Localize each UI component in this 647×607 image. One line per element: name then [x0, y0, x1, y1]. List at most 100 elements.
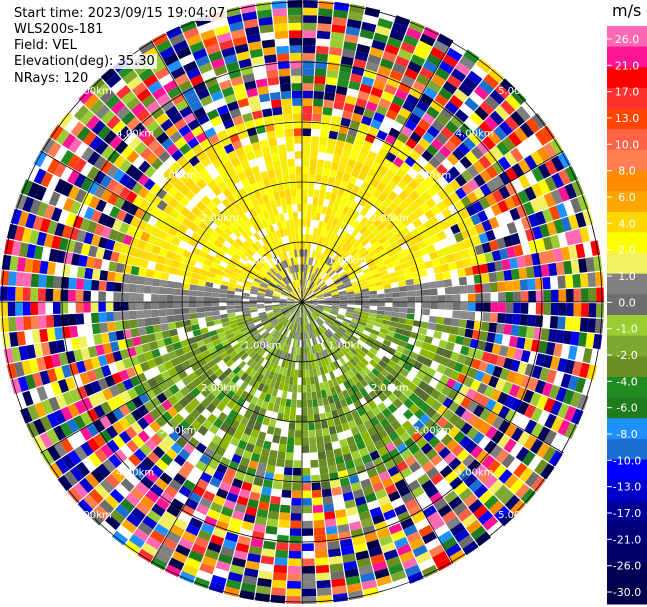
velocity-cell [362, 298, 370, 302]
velocity-cell [384, 43, 400, 56]
colorbar-tick-label: 17.0 [615, 86, 640, 99]
velocity-cell [347, 246, 356, 254]
velocity-cell [402, 267, 412, 275]
colorbar-tick-label: 4.0 [618, 217, 636, 230]
velocity-cell [336, 228, 344, 237]
velocity-cell [341, 261, 349, 269]
velocity-cell [382, 278, 391, 285]
velocity-cell [438, 87, 453, 101]
velocity-cell [353, 58, 367, 69]
velocity-cell [446, 215, 457, 227]
velocity-cell [398, 201, 409, 212]
velocity-cell [387, 249, 397, 258]
velocity-cell [527, 278, 536, 291]
velocity-cell [542, 276, 551, 290]
velocity-cell [448, 166, 461, 179]
velocity-cell [329, 286, 338, 292]
velocity-cell [331, 294, 340, 298]
velocity-cell [560, 246, 571, 261]
velocity-cell [339, 295, 348, 299]
velocity-cell [358, 122, 370, 133]
velocity-cell [491, 160, 505, 175]
velocity-cell [315, 259, 321, 268]
velocity-cell [347, 299, 355, 302]
velocity-cell [329, 192, 337, 202]
velocity-cell [333, 226, 340, 235]
velocity-cell [496, 270, 505, 282]
velocity-cell [358, 36, 373, 47]
velocity-cell [546, 221, 558, 236]
velocity-cell [375, 280, 384, 287]
velocity-cell [579, 226, 590, 243]
velocity-cell [346, 18, 362, 29]
velocity-cell [312, 227, 318, 236]
velocity-cell [458, 276, 468, 286]
velocity-cell [343, 214, 352, 224]
velocity-cell [426, 106, 440, 119]
colorbar-tick-label: -6.0 [616, 402, 637, 415]
velocity-cell [403, 184, 415, 196]
velocity-cell [367, 260, 376, 268]
velocity-cell [426, 227, 437, 237]
velocity-cell [479, 100, 495, 116]
velocity-cell [484, 95, 500, 110]
velocity-cell [355, 222, 364, 232]
velocity-cell [473, 174, 486, 187]
velocity-cell [350, 277, 359, 284]
velocity-cell [471, 64, 488, 79]
velocity-cell [363, 241, 373, 250]
velocity-cell [329, 285, 337, 290]
velocity-cell [560, 216, 572, 232]
velocity-cell [346, 158, 357, 169]
velocity-cell [306, 289, 311, 296]
velocity-cell [371, 268, 380, 275]
velocity-cell [339, 238, 347, 247]
velocity-cell [338, 271, 347, 278]
velocity-cell [324, 297, 332, 300]
velocity-cell [352, 265, 361, 272]
velocity-cell [467, 191, 479, 204]
velocity-cell [330, 290, 339, 295]
velocity-cell [337, 132, 347, 142]
velocity-cell [499, 78, 516, 94]
velocity-cell [490, 203, 502, 216]
velocity-cell [375, 72, 389, 84]
velocity-cell [322, 288, 330, 293]
velocity-cell [378, 97, 392, 109]
velocity-cell [378, 165, 389, 176]
velocity-cell [426, 125, 440, 138]
velocity-cell [382, 51, 397, 63]
velocity-cell [548, 262, 558, 276]
velocity-cell [470, 146, 484, 160]
velocity-cell [553, 219, 565, 234]
velocity-cell [340, 117, 351, 127]
velocity-cell [317, 197, 324, 206]
velocity-cell [448, 261, 458, 271]
velocity-cell [418, 137, 431, 150]
velocity-cell [430, 169, 443, 181]
velocity-cell [438, 255, 448, 265]
velocity-cell [356, 154, 367, 165]
velocity-cell [353, 105, 365, 116]
velocity-cell [395, 269, 405, 277]
velocity-cell [436, 248, 446, 258]
velocity-cell [313, 287, 321, 294]
velocity-cell [536, 146, 551, 163]
velocity-cell [334, 93, 346, 103]
velocity-cell [416, 99, 430, 112]
velocity-cell [316, 228, 322, 237]
velocity-cell [440, 238, 450, 248]
velocity-cell [572, 273, 581, 288]
velocity-cell [339, 212, 347, 222]
velocity-cell [361, 264, 370, 272]
velocity-cell [516, 105, 531, 122]
velocity-cell [325, 278, 333, 285]
velocity-cell [511, 193, 523, 207]
velocity-cell [385, 109, 398, 121]
velocity-cell [414, 196, 426, 207]
velocity-cell [430, 204, 442, 216]
velocity-cell [459, 156, 473, 169]
velocity-cell [344, 266, 353, 274]
velocity-cell [436, 33, 453, 47]
velocity-cell [443, 245, 453, 256]
